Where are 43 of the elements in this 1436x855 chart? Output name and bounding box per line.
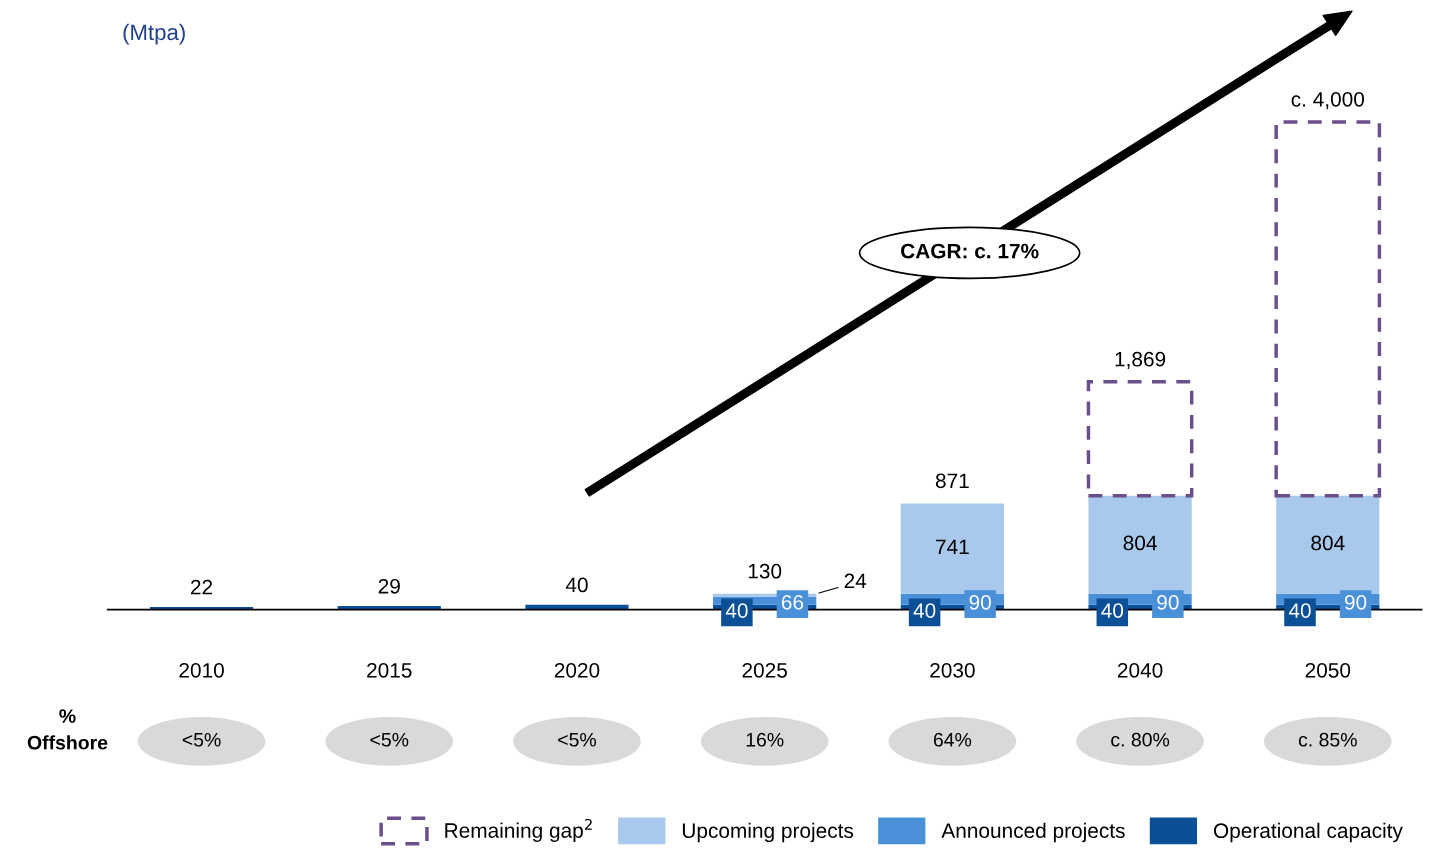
- data-label: 66: [781, 594, 804, 610]
- data-label: 29: [378, 578, 400, 594]
- data-label: 741: [936, 539, 969, 554]
- bar: [1276, 495, 1380, 594]
- text: <5%: [558, 732, 596, 747]
- total-label: c. 4,000: [1291, 91, 1365, 110]
- text: 16%: [746, 732, 784, 747]
- legend-label: Announced projects: [941, 822, 1125, 843]
- x-tick-label: 2015: [367, 662, 412, 678]
- x-tick-label: 2040: [1117, 662, 1163, 678]
- data-label: 90: [1157, 594, 1179, 610]
- legend-label: Upcoming projects: [682, 822, 854, 843]
- total-label: 871: [935, 473, 969, 489]
- text: c. 85%: [1298, 732, 1357, 747]
- data-label: 804: [1123, 535, 1157, 551]
- text: <5%: [182, 732, 221, 747]
- legend-label: Operational capacity: [1213, 822, 1403, 843]
- x-tick-label: 2050: [1305, 662, 1351, 678]
- data-label: 40: [1101, 603, 1124, 618]
- text: c. 80%: [1111, 732, 1170, 747]
- data-label: 24: [844, 573, 867, 589]
- data-label: 804: [1311, 535, 1345, 551]
- total-label: 130: [748, 563, 782, 579]
- text: 64%: [933, 732, 972, 747]
- data-label: 22: [191, 579, 213, 595]
- annotation: CAGR: c. 17%: [901, 243, 1039, 259]
- text: % Offshore: [27, 709, 108, 750]
- data-label: 40: [1288, 603, 1311, 618]
- data-label: 40: [565, 577, 588, 593]
- data-label: 40: [725, 603, 748, 618]
- data-label: 90: [969, 594, 991, 610]
- data-label: 90: [1344, 594, 1367, 610]
- bar: [900, 503, 1004, 594]
- bar: [1088, 495, 1192, 594]
- legend-label: Remaining gap$^{2}$: [445, 818, 592, 842]
- x-tick-label: 2025: [742, 662, 787, 678]
- chart-title: (Mtpa): [123, 23, 185, 45]
- data-label: 40: [913, 603, 936, 618]
- x-tick-label: 2010: [179, 662, 224, 678]
- total-label: 1,869: [1115, 351, 1166, 369]
- x-tick-label: 2020: [554, 662, 600, 678]
- x-tick-label: 2030: [930, 662, 975, 678]
- text: <5%: [370, 732, 409, 747]
